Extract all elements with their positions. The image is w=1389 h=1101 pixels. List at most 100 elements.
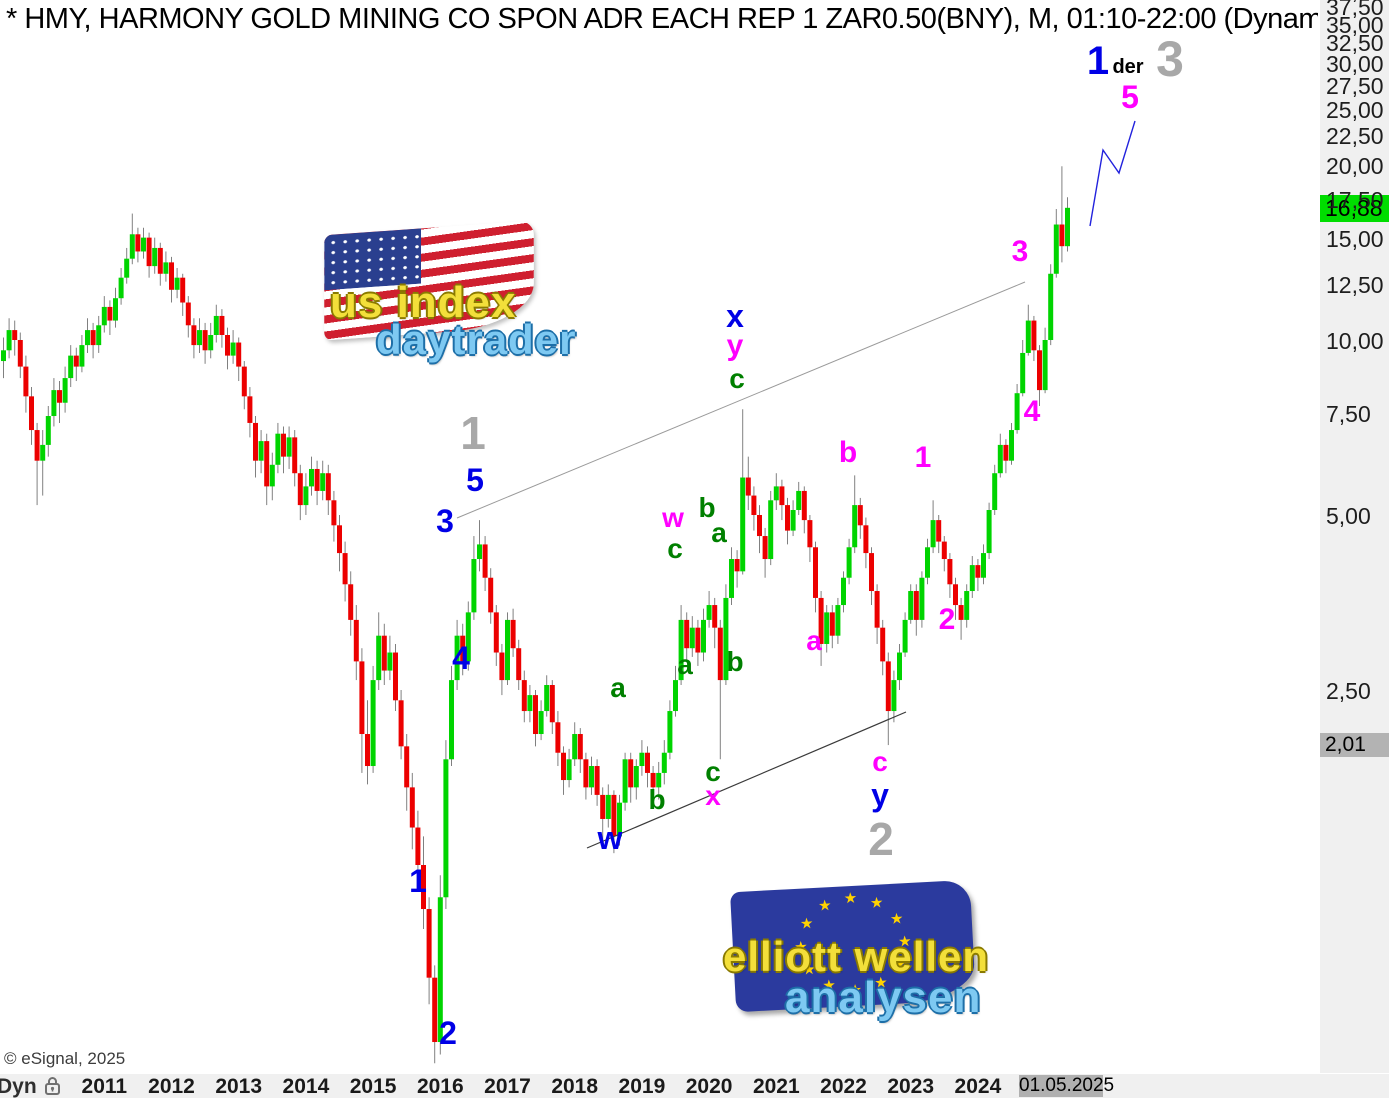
candle-up: [740, 477, 746, 572]
price-tick: 32,50: [1326, 30, 1384, 57]
candle-up: [269, 464, 275, 487]
candle-up: [773, 486, 779, 501]
price-tick: 22,50: [1326, 123, 1384, 150]
candle-up: [129, 234, 135, 259]
candle-down: [219, 315, 225, 336]
candle-down: [57, 390, 62, 403]
candle-down: [17, 340, 23, 367]
candle-down: [297, 473, 303, 506]
candle-up: [79, 345, 85, 367]
candle-up: [443, 759, 449, 898]
candle-down: [751, 495, 757, 515]
wave-label-w: w: [597, 820, 623, 856]
candle-down: [365, 734, 370, 767]
year-tick-2020: 2020: [685, 1075, 733, 1098]
candle-down: [600, 794, 606, 819]
candle-down: [185, 302, 191, 326]
candle-down: [953, 584, 958, 606]
candle-up: [723, 597, 729, 681]
candle-up: [964, 591, 970, 620]
candle-up: [208, 335, 214, 351]
candle-up: [846, 547, 852, 578]
time-axis[interactable]: Dyn 2011 2012 2013 2014 2015 2016 2017 2018 2019…: [0, 1074, 1389, 1098]
candle-down: [359, 661, 365, 735]
candle-up: [661, 752, 667, 773]
candle-down: [510, 619, 516, 649]
candle-down: [594, 766, 600, 795]
candle-up: [656, 772, 662, 788]
candle-down: [236, 342, 242, 367]
candle-down: [247, 396, 253, 423]
candle-down: [913, 591, 919, 620]
candle-down: [90, 330, 96, 346]
candle-down: [314, 468, 320, 491]
candle-down: [695, 627, 701, 653]
chart-plot-area[interactable]: us index daytrader ★ ★ ★ ★ ★ ★ ★ ★ ★ ★ ★ ★ elliott …: [0, 0, 1320, 1073]
year-tick-2023: 2023: [887, 1075, 935, 1098]
candle-up: [1009, 430, 1014, 461]
year-tick-2015: 2015: [349, 1075, 397, 1098]
candle-up: [768, 500, 774, 560]
candle-down: [107, 306, 113, 321]
candle-down: [264, 441, 270, 487]
candle-down: [549, 685, 555, 723]
year-tick-2017: 2017: [484, 1075, 531, 1098]
price-tick: 25,00: [1326, 96, 1384, 123]
candle-up: [376, 635, 382, 681]
candle-down: [533, 695, 538, 735]
wave-label-a: a: [806, 625, 822, 656]
candle-down: [1059, 224, 1065, 247]
candle-up: [689, 627, 695, 649]
price-tick: 35,00: [1326, 11, 1384, 38]
candle-down: [460, 635, 466, 662]
candle-down: [521, 680, 527, 712]
candle-down: [146, 237, 152, 267]
candle-up: [605, 794, 611, 819]
candle-down: [650, 772, 656, 788]
wave-label-w: w: [662, 502, 684, 533]
wave-label-5: 5: [466, 462, 484, 498]
wave-label-b: b: [838, 436, 858, 469]
candle-down: [874, 591, 880, 628]
candle-up: [992, 473, 998, 511]
candle-up: [897, 652, 902, 681]
candle-up: [667, 711, 673, 753]
candle-up: [673, 680, 678, 712]
candle-down: [73, 355, 79, 367]
candle-up: [118, 277, 124, 299]
candle-up: [85, 330, 90, 346]
candle-up: [566, 759, 572, 781]
candle-down: [561, 752, 566, 781]
candle-up: [141, 237, 146, 252]
price-tick: 12,50: [1326, 271, 1384, 298]
price-axis[interactable]: 16,88 2,01 40,0037,5035,0032,5030,0027,5…: [1320, 0, 1389, 1073]
price-tick: 17,50: [1326, 186, 1384, 213]
candle-down: [342, 553, 348, 585]
candle-up: [213, 315, 219, 336]
candle-down: [135, 234, 141, 252]
candle-down: [958, 605, 964, 620]
candle-down: [1031, 320, 1037, 351]
candle-down: [381, 635, 387, 671]
candle-up: [96, 325, 102, 346]
candle-down: [555, 722, 561, 753]
candle-down: [712, 605, 718, 628]
candle-down: [734, 559, 740, 572]
candle-up: [981, 553, 986, 578]
candle-down: [941, 541, 947, 560]
candle-down: [628, 759, 634, 788]
candle-down: [813, 547, 818, 598]
wave-label-2: 2: [439, 1015, 457, 1051]
candle-up: [113, 298, 118, 321]
lock-icon[interactable]: [44, 1076, 61, 1101]
candle-up: [925, 547, 930, 578]
candle-up: [633, 766, 639, 788]
candle-up: [841, 577, 846, 606]
wave-label-b: b: [698, 492, 716, 523]
candle-up: [1, 350, 6, 362]
candle-down: [645, 752, 650, 773]
candle-up: [454, 635, 460, 681]
wave-label-5: 5: [1121, 79, 1139, 115]
candle-up: [835, 605, 841, 636]
cursor-date-badge: 01.05.2025: [1019, 1075, 1115, 1097]
